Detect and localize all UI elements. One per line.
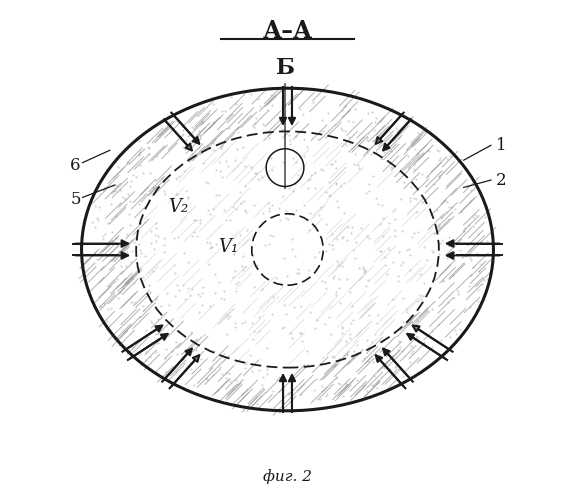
Text: 6: 6	[70, 157, 80, 174]
Text: 2: 2	[496, 172, 507, 189]
Text: 5: 5	[70, 192, 80, 209]
Text: V₂: V₂	[168, 198, 189, 217]
Text: 1: 1	[496, 137, 507, 154]
Text: V₁: V₁	[218, 238, 238, 256]
Text: А–А: А–А	[262, 19, 313, 43]
Text: Б: Б	[275, 57, 294, 79]
Text: фиг. 2: фиг. 2	[263, 469, 312, 484]
